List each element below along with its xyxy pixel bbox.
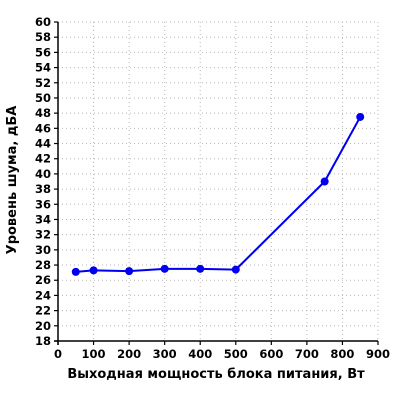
x-axis-ticks: 0 100 200 300 400 500 600 700 800 900 [54,341,390,361]
series [71,112,365,276]
x-tick-label: 400 [188,347,212,361]
y-tick-label: 40 [35,167,51,181]
y-tick-label: 20 [35,319,51,333]
x-tick-label: 900 [366,347,390,361]
y-tick-label: 18 [35,334,51,348]
data-point [125,267,134,276]
y-tick-label: 54 [35,61,51,75]
y-tick-label: 24 [35,288,51,302]
y-tick-label: 32 [35,228,51,242]
x-axis-title: Выходная мощность блока питания, Вт [67,367,365,382]
grid [58,21,379,341]
y-tick-label: 42 [35,152,51,166]
x-tick-label: 700 [295,347,319,361]
x-tick-label: 100 [82,347,106,361]
x-tick-label: 300 [153,347,177,361]
data-point [89,266,98,275]
y-tick-label: 48 [35,106,51,120]
y-tick-label: 56 [35,45,51,59]
y-tick-label: 50 [35,91,51,105]
y-tick-label: 36 [35,197,51,211]
x-tick-label: 0 [54,347,62,361]
data-point [356,112,365,121]
y-axis-title: Уровень шума, дБА [5,106,20,255]
data-point [320,177,329,186]
y-tick-label: 60 [35,15,51,29]
y-tick-label: 46 [35,121,51,135]
y-tick-label: 34 [35,212,51,226]
y-tick-label: 38 [35,182,51,196]
y-tick-label: 58 [35,30,51,44]
x-tick-label: 800 [330,347,354,361]
y-tick-label: 30 [35,243,51,257]
data-point [160,264,169,273]
data-point [71,267,80,276]
data-point [196,264,205,273]
y-tick-label: 44 [35,137,51,151]
data-point [231,265,240,274]
y-tick-label: 52 [35,76,51,90]
y-tick-label: 22 [35,304,51,318]
axes [54,22,378,345]
y-tick-label: 26 [35,273,51,287]
series-line [75,116,362,273]
x-tick-label: 500 [224,347,248,361]
x-tick-label: 600 [259,347,283,361]
x-tick-label: 200 [117,347,141,361]
y-tick-label: 28 [35,258,51,272]
